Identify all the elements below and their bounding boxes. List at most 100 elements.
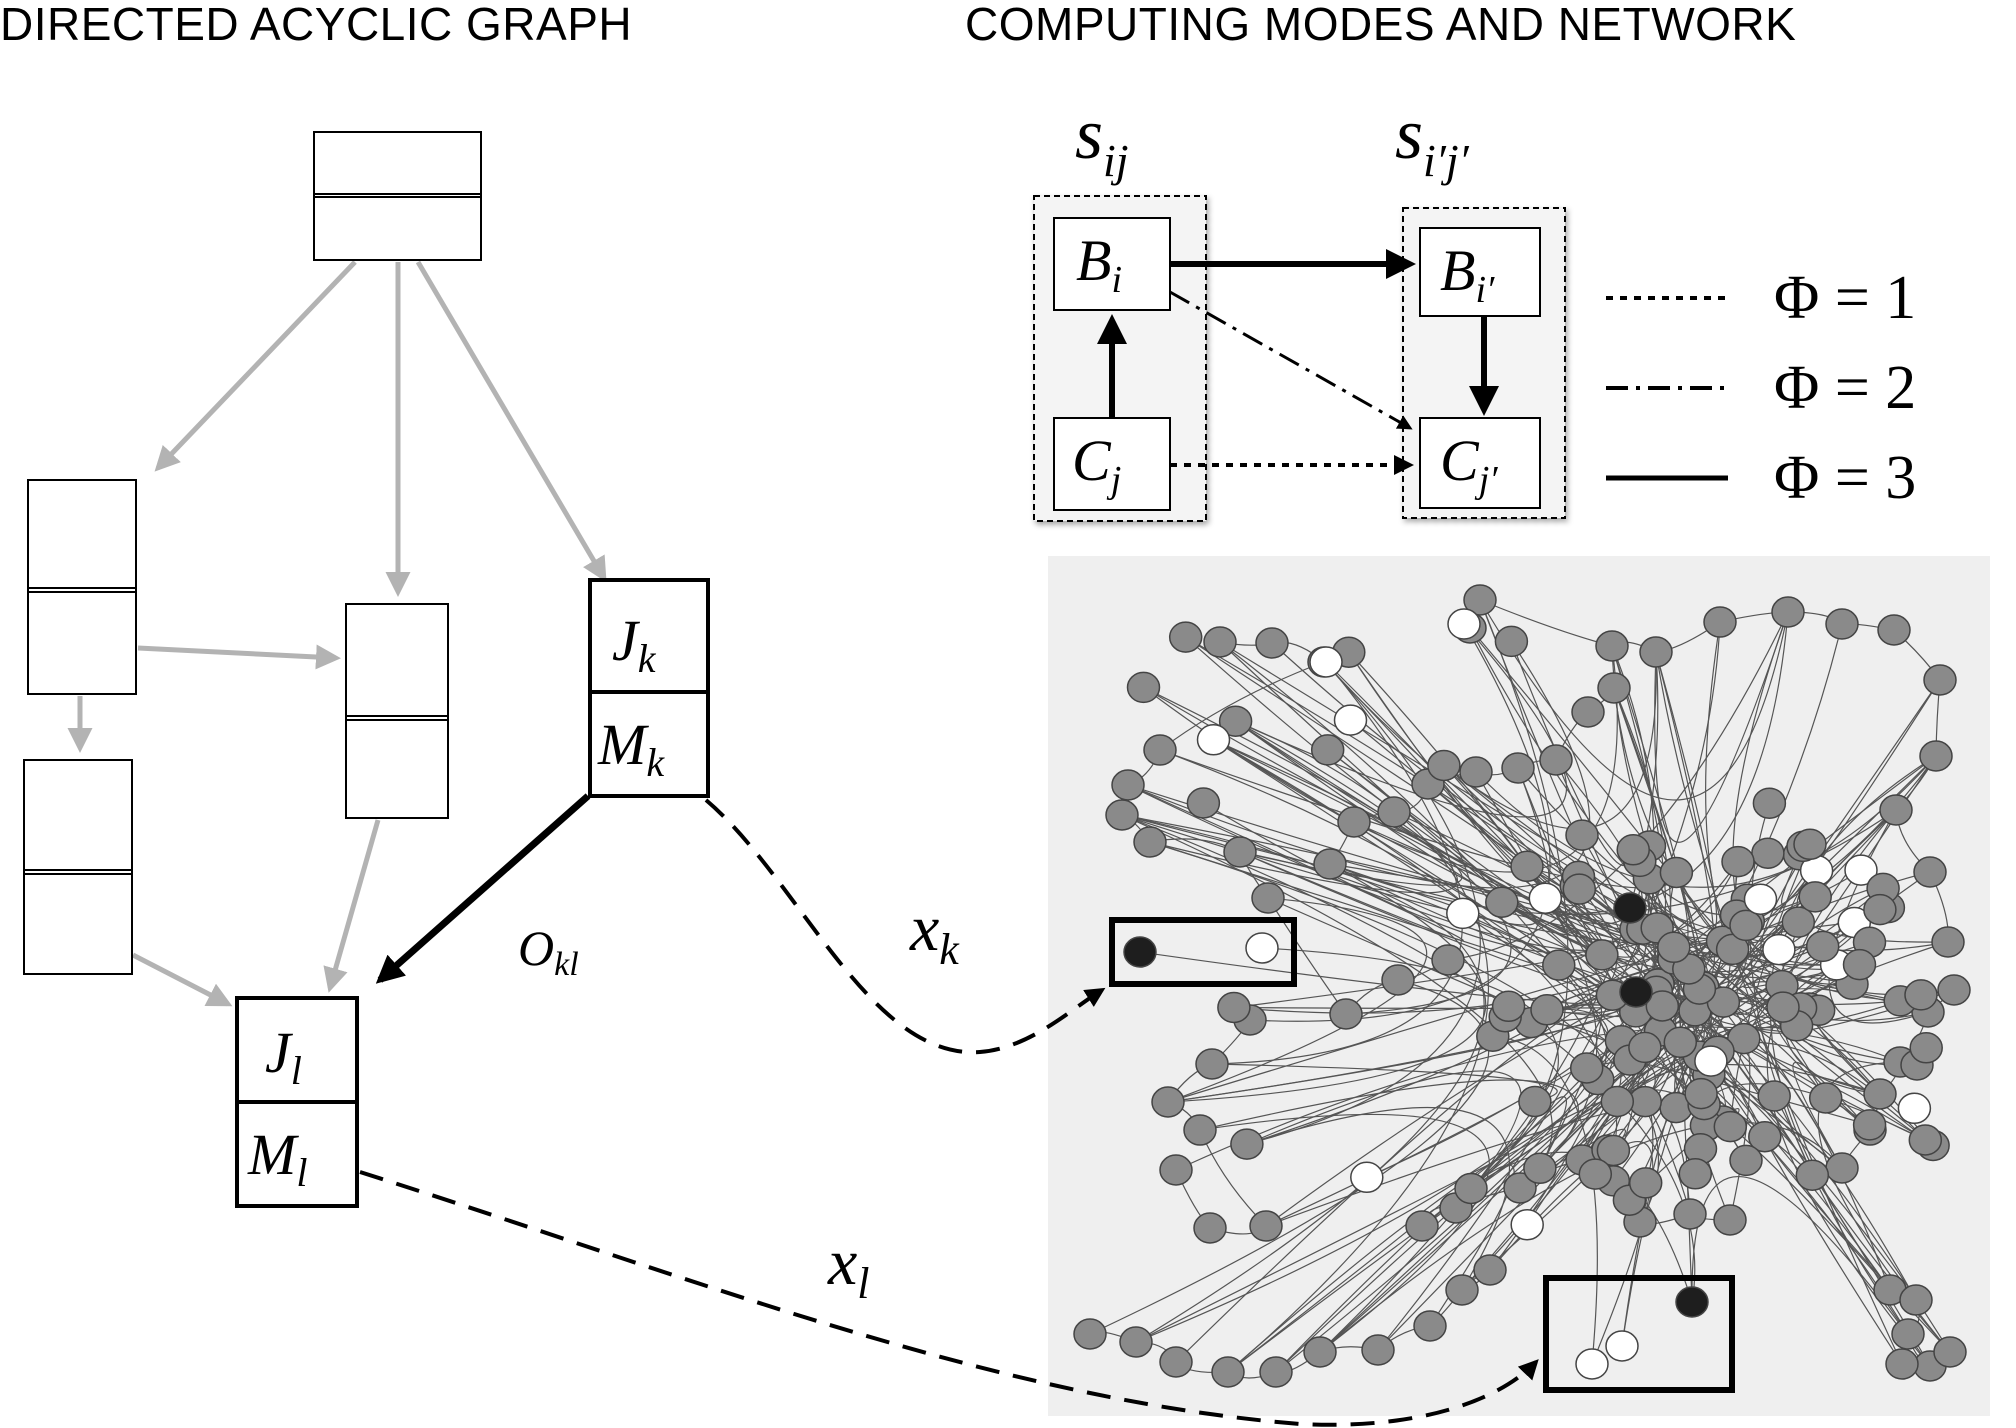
network-node (1313, 848, 1347, 880)
modes-network-heading: COMPUTING MODES AND NETWORK (965, 0, 1796, 50)
node-b-i (1053, 217, 1171, 311)
network-node (1255, 627, 1289, 659)
network-node (1329, 998, 1363, 1030)
legend-item-phi-1: Φ = 1 (1606, 264, 1916, 332)
network-node (1503, 1172, 1537, 1204)
network-node (1303, 1336, 1337, 1368)
network-node (1569, 1052, 1604, 1084)
mode-l-label: Ml (247, 1122, 307, 1195)
network-node (1721, 845, 1755, 878)
node-c-jp-label: Cj′ (1440, 428, 1498, 501)
network-node (1931, 926, 1965, 958)
network-node-free (1510, 1208, 1544, 1241)
mapping-x-l-label: xl (827, 1226, 870, 1308)
network-node (1729, 909, 1763, 942)
network-node-free (1309, 646, 1343, 678)
selection-box-x-k (1109, 917, 1297, 987)
legend-label-phi-1: Φ = 1 (1774, 264, 1916, 332)
network-node (1530, 994, 1564, 1026)
network-node-free (1694, 1045, 1728, 1077)
network-node (1795, 1159, 1830, 1191)
network-node (1454, 1172, 1488, 1205)
network-node (1427, 749, 1461, 782)
network-node (1908, 1124, 1943, 1156)
network-node (1105, 799, 1139, 831)
legend: Φ = 1 Φ = 2 Φ = 3 (1606, 264, 1916, 512)
network-node (1431, 944, 1465, 976)
network-node (1923, 664, 1957, 696)
network-node (1259, 1356, 1293, 1388)
network-node (1585, 939, 1619, 971)
network-node (1825, 1152, 1859, 1184)
network-node (1168, 621, 1203, 653)
network-node (1377, 796, 1411, 828)
network-node (1195, 1048, 1229, 1080)
network-node (1562, 873, 1597, 905)
network-node-free (1528, 882, 1563, 914)
network-node (1491, 990, 1526, 1023)
mode-s-ipjp-label: si′j′ (1395, 94, 1470, 186)
network-node (1909, 1032, 1943, 1064)
node-b-ip-label: Bi′ (1440, 238, 1495, 311)
network-node (1703, 606, 1737, 638)
selection-box-x-l (1543, 1275, 1735, 1393)
network-node (1628, 1031, 1662, 1064)
network-node (1337, 806, 1371, 838)
network-node (1885, 1348, 1919, 1380)
legend-label-phi-3: Φ = 3 (1774, 444, 1916, 512)
dag-node-l: Jl Ml (235, 996, 359, 1208)
network-node (1595, 630, 1629, 662)
network-node (1539, 744, 1573, 776)
network-node (1510, 850, 1544, 883)
network-node (1616, 834, 1650, 866)
network-node (1877, 614, 1911, 646)
network-node (1223, 836, 1257, 868)
network-node-highlighted (1613, 892, 1647, 924)
dag-node-lower (23, 759, 133, 975)
network-node (1673, 1198, 1707, 1230)
network-node-free (1743, 883, 1778, 915)
network-node-highlighted (1675, 1286, 1709, 1318)
node-c-j-label: Cj (1072, 428, 1121, 501)
network-node (1578, 1158, 1613, 1190)
network-node (1678, 1158, 1713, 1190)
dag-edge-lower-to-l (131, 952, 233, 1007)
network-node (1193, 1212, 1227, 1244)
job-k-label: Jk (612, 608, 657, 681)
network-node (1628, 1167, 1663, 1199)
network-node (1523, 1152, 1557, 1185)
network-node (1863, 893, 1897, 926)
network-node (1891, 1318, 1925, 1350)
network-node (1713, 1204, 1747, 1236)
edge-b-i-to-c-jp (1169, 290, 1413, 430)
network-node (1542, 949, 1576, 981)
node-b-ip (1419, 227, 1541, 317)
legend-label-phi-2: Φ = 2 (1774, 354, 1916, 422)
network-node (1518, 1085, 1552, 1118)
dag-edge-root-to-k (415, 260, 607, 583)
network-node-highlighted (1619, 976, 1653, 1008)
network-node (1842, 948, 1877, 981)
network-node (1808, 1082, 1843, 1114)
network-node (1913, 856, 1947, 888)
network-node (1501, 752, 1535, 784)
network-node (1639, 636, 1673, 668)
network-node (1933, 1336, 1967, 1368)
network-node (1159, 1154, 1193, 1186)
network-node-free (1844, 854, 1878, 886)
network-node (1793, 828, 1827, 861)
network-node (1571, 696, 1605, 728)
network-node (1133, 826, 1167, 858)
dag-heading: DIRECTED ACYCLIC GRAPH (0, 0, 632, 50)
dag-edge-k-to-l (375, 793, 591, 984)
dag-edge-middle-to-l (323, 819, 381, 993)
network-node (1186, 787, 1221, 819)
network-node-free (1350, 1161, 1384, 1194)
dag-edge-root-to-left (154, 260, 357, 472)
network-node (1657, 931, 1691, 964)
legend-item-phi-3: Φ = 3 (1606, 444, 1916, 512)
network-node-free (1575, 1348, 1609, 1380)
network-node (1159, 1346, 1193, 1378)
network-node-free (1333, 704, 1368, 736)
